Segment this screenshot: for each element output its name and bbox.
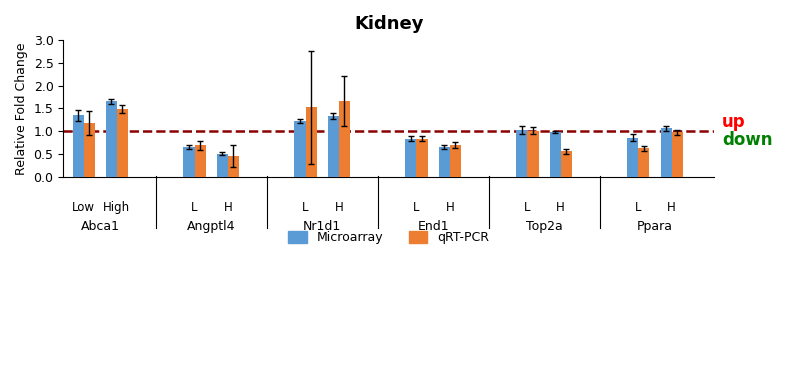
Bar bbox=[560, 152, 572, 177]
Bar bbox=[338, 102, 350, 177]
Text: Nr1d1: Nr1d1 bbox=[303, 220, 342, 233]
Bar bbox=[671, 132, 683, 177]
Bar bbox=[660, 128, 671, 177]
Bar bbox=[449, 145, 461, 177]
Bar bbox=[516, 130, 527, 177]
Text: Top2a: Top2a bbox=[526, 220, 563, 233]
Text: L: L bbox=[302, 201, 309, 214]
Bar bbox=[638, 148, 649, 177]
Text: High: High bbox=[103, 201, 131, 214]
Title: Kidney: Kidney bbox=[354, 15, 423, 33]
Bar bbox=[105, 102, 117, 177]
Legend: Microarray, qRT-PCR: Microarray, qRT-PCR bbox=[283, 226, 494, 250]
Bar bbox=[438, 147, 449, 177]
Bar bbox=[228, 156, 239, 177]
Text: Ppara: Ppara bbox=[637, 220, 673, 233]
Text: H: H bbox=[556, 201, 565, 214]
Bar bbox=[327, 116, 338, 177]
Text: Abca1: Abca1 bbox=[81, 220, 120, 233]
Text: L: L bbox=[191, 201, 198, 214]
Bar bbox=[627, 138, 638, 177]
Text: L: L bbox=[524, 201, 530, 214]
Bar bbox=[194, 145, 205, 177]
Text: L: L bbox=[635, 201, 641, 214]
Bar bbox=[72, 115, 83, 177]
Text: up: up bbox=[722, 113, 745, 131]
Text: Angptl4: Angptl4 bbox=[187, 220, 235, 233]
Text: L: L bbox=[413, 201, 419, 214]
Bar bbox=[405, 139, 416, 177]
Text: H: H bbox=[334, 201, 343, 214]
Bar bbox=[305, 107, 316, 177]
Text: Low: Low bbox=[72, 201, 95, 214]
Text: H: H bbox=[224, 201, 232, 214]
Bar bbox=[294, 121, 305, 177]
Text: End1: End1 bbox=[417, 220, 449, 233]
Y-axis label: Relative Fold Change: Relative Fold Change bbox=[15, 42, 28, 174]
Bar bbox=[117, 109, 128, 177]
Text: H: H bbox=[667, 201, 676, 214]
Bar bbox=[527, 131, 538, 177]
Bar bbox=[216, 154, 228, 177]
Bar bbox=[549, 132, 560, 177]
Bar bbox=[83, 123, 94, 177]
Bar bbox=[183, 147, 194, 177]
Text: H: H bbox=[445, 201, 454, 214]
Text: down: down bbox=[722, 131, 773, 149]
Bar bbox=[416, 139, 427, 177]
